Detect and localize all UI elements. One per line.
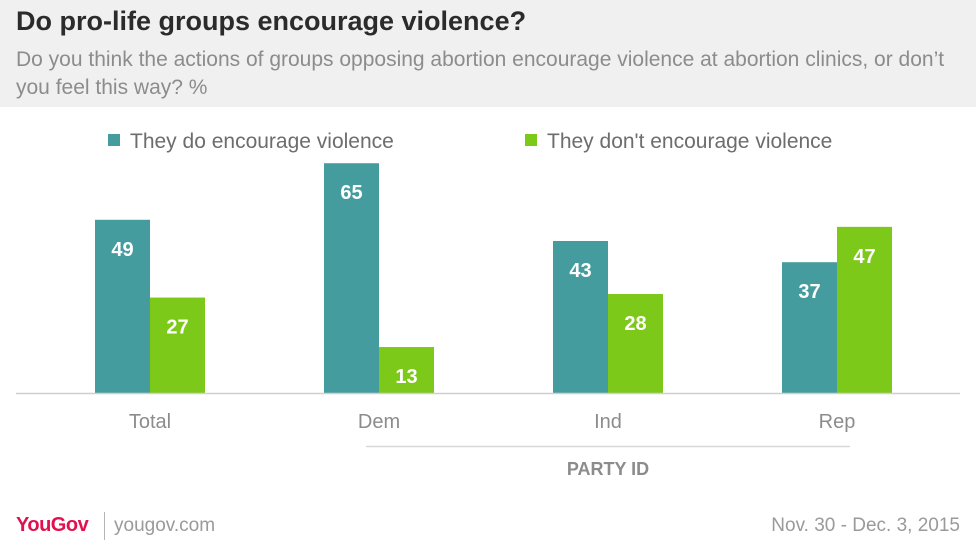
data-label-dem-series2: 13	[395, 366, 417, 388]
legend-label-series2: They don't encourage violence	[547, 130, 833, 153]
data-label-total-series1: 49	[111, 239, 133, 261]
legend-item-series1: They do encourage violence	[108, 130, 394, 154]
party-id-group-label: PARTY ID	[567, 459, 649, 479]
data-label-ind-series1: 43	[569, 260, 591, 282]
x-tick-label-rep: Rep	[819, 411, 856, 433]
bar-dem-series2	[379, 347, 434, 393]
bar-total-series1	[95, 219, 150, 393]
legend-item-series2: They don't encourage violence	[525, 130, 832, 154]
bar-rep-series2	[837, 226, 892, 393]
data-label-total-series2: 27	[166, 317, 188, 339]
data-label-rep-series2: 47	[853, 246, 875, 268]
footer-divider	[104, 512, 105, 540]
header-band	[0, 0, 976, 107]
data-label-ind-series2: 28	[624, 313, 646, 335]
x-tick-label-total: Total	[129, 411, 171, 433]
footer-date: Nov. 30 - Dec. 3, 2015	[771, 515, 960, 536]
bar-total-series2	[150, 297, 205, 393]
legend-label-series1: They do encourage violence	[130, 130, 394, 153]
bar-rep-series1	[782, 262, 837, 393]
data-label-dem-series1: 65	[340, 182, 362, 204]
legend-swatch-series2	[525, 134, 537, 146]
x-tick-label-ind: Ind	[594, 411, 622, 433]
yougov-logo: YouGov	[16, 514, 89, 536]
chart-subtitle: Do you think the actions of groups oppos…	[16, 48, 945, 99]
chart-title: Do pro-life groups encourage violence?	[16, 6, 527, 36]
bar-ind-series1	[553, 240, 608, 393]
legend-swatch-series1	[108, 134, 120, 146]
bar-dem-series1	[324, 163, 379, 393]
bar-ind-series2	[608, 294, 663, 393]
x-tick-label-dem: Dem	[358, 411, 400, 433]
footer-url: yougov.com	[114, 515, 216, 536]
data-label-rep-series1: 37	[798, 281, 820, 303]
